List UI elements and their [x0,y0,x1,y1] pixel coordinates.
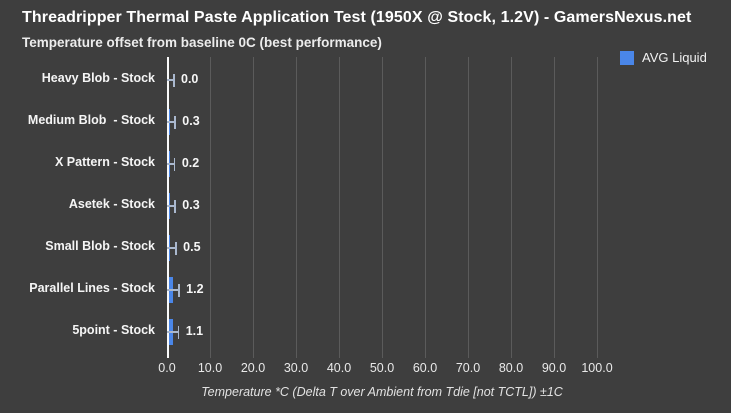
x-tick-label: 40.0 [326,361,352,375]
error-bar [167,241,177,255]
category-label: Parallel Lines - Stock [29,281,155,295]
category-axis: Heavy Blob - Stock Medium Blob - Stock X P… [0,57,161,358]
error-bar [167,157,176,171]
legend: AVG Liquid [620,50,707,65]
error-bar [167,325,180,339]
error-bar-line [167,247,177,249]
category-label: X Pattern - Stock [54,155,155,169]
x-tick-label: 30.0 [283,361,309,375]
error-bar-line [167,163,176,165]
error-bar-right-cap [177,325,180,339]
gridline [424,57,426,358]
error-bar [167,115,176,129]
x-tick-label: 50.0 [369,361,395,375]
x-tick-label: 0.0 [158,361,176,375]
gridline [381,57,383,358]
error-bar-right-cap [174,199,176,213]
value-label: 1.1 [185,324,204,338]
error-bar-line [167,331,180,333]
category-label: Heavy Blob - Stock [41,71,155,85]
gridline [295,57,297,358]
error-bar-right-cap [173,157,176,171]
error-bar-right-cap [178,283,180,297]
gridline [467,57,469,358]
value-label: 0.0 [181,72,199,86]
x-tick-label: 70.0 [455,361,481,375]
error-bar [167,199,176,213]
chart-subtitle: Temperature offset from baseline 0C (bes… [22,35,382,50]
y-axis-line [167,57,169,358]
x-axis-ticks: 0.0 10.0 20.0 30.0 40.0 50.0 60.0 70.0 80.0 90.0 1… [158,361,731,377]
error-bar [167,73,175,87]
gridline [553,57,555,358]
error-bar-right-cap [175,241,177,255]
x-tick-label: 100.0 [581,361,613,375]
gridline [252,57,254,358]
legend-label: AVG Liquid [642,50,707,65]
category-label: Small Blob - Stock [45,239,155,253]
chart-title: Threadripper Thermal Paste Application T… [22,9,692,26]
value-label: 0.2 [181,156,200,170]
x-tick-label: 20.0 [240,361,266,375]
x-tick-label: 60.0 [412,361,438,375]
error-bar-right-cap [173,73,175,87]
legend-swatch-icon [620,50,634,65]
x-tick-label: 10.0 [197,361,223,375]
x-tick-label: 90.0 [541,361,567,375]
category-label: Medium Blob - Stock [27,113,155,127]
error-bar [167,283,180,297]
value-label: 1.2 [186,282,204,296]
plot-area: 0.0 0.3 0.2 0.3 0.5 1.2 1.1 [167,57,731,358]
error-bar-line [167,121,176,123]
error-bar-line [167,205,176,207]
category-label: 5point - Stock [72,323,155,337]
value-label: 0.3 [182,198,200,212]
gridline [209,57,211,358]
error-bar-line [167,289,180,291]
value-label: 0.5 [183,240,201,254]
gridline [596,57,598,358]
error-bar-right-cap [174,115,176,129]
error-bar-line [167,79,175,81]
x-tick-label: 80.0 [498,361,524,375]
gridline [510,57,512,358]
gridline [338,57,340,358]
x-axis-title: Temperature *C (Delta T over Ambient fro… [201,385,563,399]
category-label: Asetek - Stock [68,197,155,211]
value-label: 0.3 [182,114,200,128]
